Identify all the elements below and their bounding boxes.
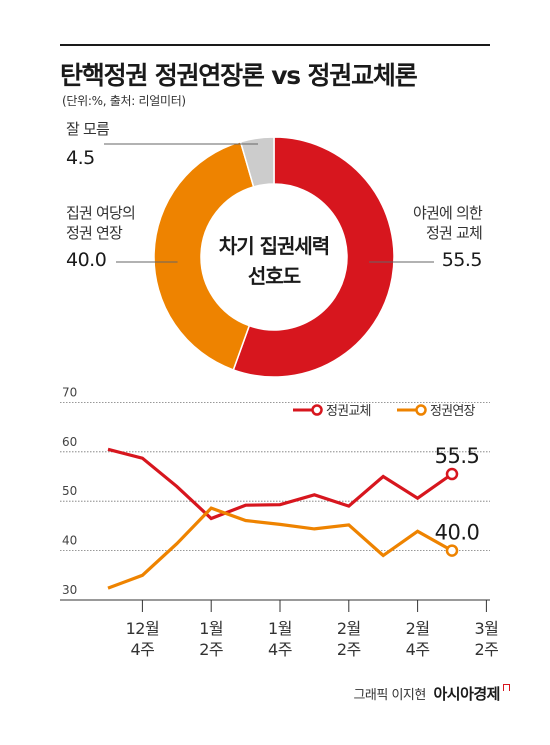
- x-tick-label: 3월: [474, 619, 498, 638]
- credit: 그래픽 이지현 아시아경제: [353, 683, 510, 704]
- x-tick-label: 4주: [406, 640, 430, 659]
- pie-slice-label-2: 잘 모름: [66, 120, 110, 138]
- x-tick-label: 4주: [268, 640, 292, 659]
- y-tick-label: 50: [62, 484, 77, 498]
- pie-center-label: 선호도: [248, 264, 301, 288]
- pie-slice-label-0: 야권에 의한: [413, 204, 483, 222]
- credit-author: 그래픽 이지현: [353, 688, 426, 703]
- x-tick-label: 4주: [130, 640, 154, 659]
- pie-slice-2: [239, 136, 275, 188]
- brand-mark-icon: [503, 684, 510, 691]
- series-end-point-정권교체: [445, 467, 459, 481]
- brand-logo: 아시아경제: [433, 685, 500, 703]
- x-tick-label: 1월: [268, 619, 292, 638]
- x-tick-label: 2월: [337, 619, 361, 638]
- pie-slice-value-2: 4.5: [66, 147, 95, 169]
- pie-slice-value-1: 40.0: [66, 249, 106, 271]
- x-tick-label: 1월: [199, 619, 223, 638]
- legend-swatch-marker: [311, 404, 323, 416]
- x-tick-label: 12월: [126, 619, 160, 638]
- page-title: 탄핵정권 정권연장론 vs 정권교체론: [60, 61, 418, 90]
- pie-slice-label-0: 정권 교체: [426, 224, 482, 242]
- pie-slice-value-0: 55.5: [442, 249, 482, 271]
- y-tick-label: 40: [62, 534, 77, 548]
- legend-swatch-marker: [415, 404, 427, 416]
- pie-slice-1: [153, 140, 255, 371]
- series-line-정권연장: [107, 506, 453, 590]
- y-tick-label: 30: [62, 583, 77, 597]
- series-end-label-정권교체: 55.5: [435, 444, 480, 468]
- pie-slice-label-1: 정권 연장: [66, 224, 123, 242]
- series-end-point-정권연장: [445, 544, 459, 557]
- x-tick-label: 2주: [199, 640, 223, 659]
- x-tick-label: 2주: [337, 640, 361, 659]
- series-end-label-정권연장: 40.0: [435, 521, 480, 545]
- pie-slice-label-1: 집권 여당의: [66, 204, 135, 222]
- pie-center-label: 차기 집권세력: [219, 234, 329, 258]
- page-subtitle: (단위:%, 출처: 리얼미터): [62, 94, 186, 108]
- x-tick-label: 2월: [406, 619, 430, 638]
- legend-label: 정권연장: [430, 404, 475, 419]
- y-tick-label: 70: [62, 385, 77, 399]
- y-tick-label: 60: [62, 435, 77, 449]
- pie-slice-0: [232, 136, 395, 378]
- x-tick-label: 2주: [474, 640, 498, 659]
- legend-label: 정권교체: [326, 404, 371, 419]
- title-rule: [60, 44, 490, 46]
- series-line-정권교체: [107, 447, 453, 521]
